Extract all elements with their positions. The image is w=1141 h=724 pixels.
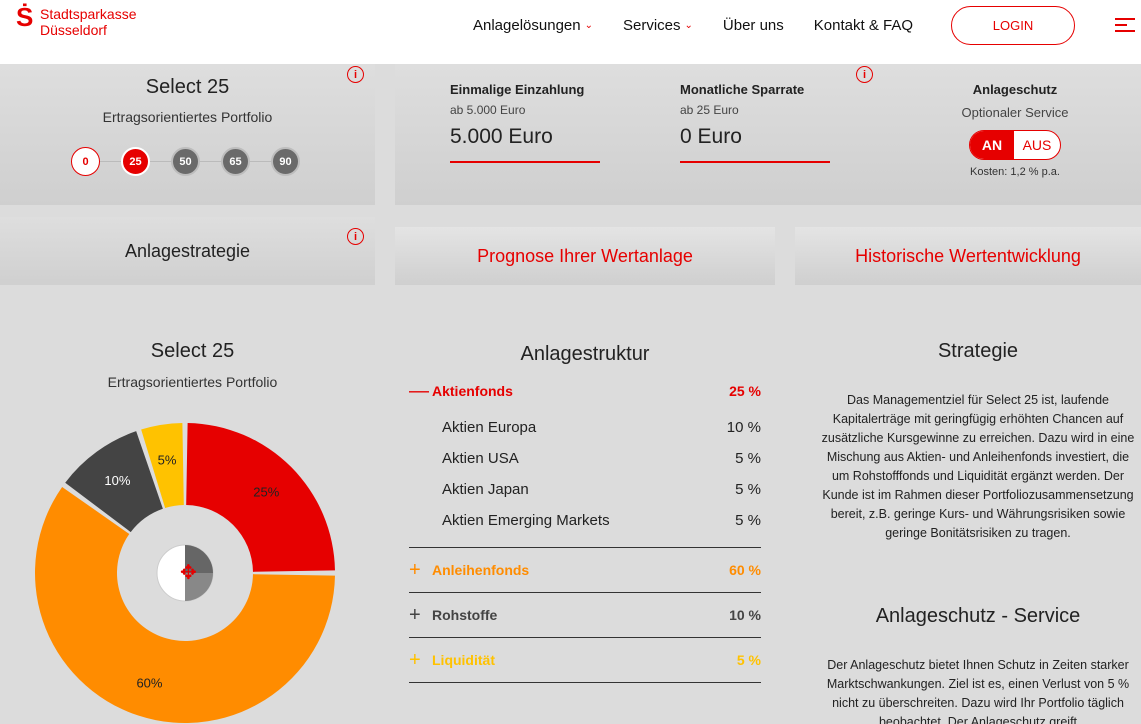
nav-item-anlageloesungen[interactable]: Anlagelösungen ⌄ [473,17,593,34]
cursor-icon: ✥ [180,560,197,584]
donut-slice[interactable] [65,431,163,533]
expand-icon: + [409,559,421,581]
slice-label: 10% [104,473,130,488]
category-anleihenfonds[interactable]: + Anleihenfonds 60 % [409,559,761,581]
donut-slice[interactable] [34,486,335,723]
expand-icon: + [409,649,421,671]
toggle-on[interactable]: AN [970,131,1014,159]
step-0[interactable]: 0 [71,147,100,176]
chevron-down-icon: ⌄ [584,20,593,31]
protection-service-text: Der Anlageschutz bietet Ihnen Schutz in … [826,658,1130,724]
step-25[interactable]: 25 [121,147,150,176]
login-button[interactable]: LOGIN [951,6,1075,45]
nav-item-kontakt-faq[interactable]: Kontakt & FAQ [813,17,913,34]
info-icon[interactable]: i [347,66,364,83]
chart-subtitle: Ertragsorientiertes Portfolio [107,374,278,390]
toggle-off[interactable]: AUS [1022,137,1052,153]
list-item: Aktien Europa 10 % [442,419,761,436]
protection-cost: Kosten: 1,2 % p.a. [970,166,1060,178]
expand-icon: + [409,604,421,626]
sparkasse-logo-icon: Ṡ [16,2,34,32]
logo[interactable]: Ṡ Stadtsparkasse Düsseldorf [16,2,137,38]
strategy-title: Strategie [937,340,1019,362]
slice-label: 25% [253,485,279,500]
category-rohstoffe[interactable]: + Rohstoffe 10 % [409,604,761,626]
menu-icon[interactable] [1115,18,1135,36]
investment-input-panel: Einmalige Einzahlung ab 5.000 Euro 5.000… [395,64,1141,205]
main-nav: Anlagelösungen ⌄ Services ⌄ Über uns Konta… [473,17,943,34]
portfolio-subtitle: Ertragsorientiertes Portfolio [102,109,273,125]
monthly-rate-input[interactable]: 0 Euro [680,125,742,148]
list-item: Aktien USA 5 % [442,450,761,467]
chevron-down-icon: ⌄ [684,20,693,31]
chart-title: Select 25 [150,340,235,362]
site-header: Ṡ Stadtsparkasse Düsseldorf Anlagelösung… [0,0,1141,64]
protection-block: Anlageschutz Optionaler Service AN AUS K… [935,82,1095,178]
strategy-text: Das Managementziel für Select 25 ist, la… [821,393,1135,540]
allocation-donut-chart: 25% 60% 10% 5% ✥ [34,423,335,723]
step-65[interactable]: 65 [221,147,250,176]
donut-slice[interactable] [141,423,184,508]
logo-line1: Stadtsparkasse [40,6,137,22]
single-deposit-field: Einmalige Einzahlung ab 5.000 Euro 5.000… [450,82,600,163]
donut-slice[interactable] [186,423,335,572]
info-icon[interactable]: i [856,66,873,83]
main-content: Select 25 Ertragsorientiertes Portfolio … [0,285,1141,724]
info-icon[interactable]: i [347,228,364,245]
protection-toggle[interactable]: AN AUS [969,130,1061,160]
strategy-tab-panel[interactable]: Anlagestrategie i [0,217,375,287]
protection-service-title: Anlageschutz - Service [875,605,1081,627]
category-liquiditaet[interactable]: + Liquidität 5 % [409,649,761,671]
list-item: Aktien Japan 5 % [442,481,761,498]
portfolio-title: Select 25 [145,76,230,98]
slice-label: 60% [136,675,162,690]
strategy-panel-title: Anlagestrategie [124,241,251,261]
collapse-icon: — [409,380,429,402]
structure-title: Anlagestruktur [520,343,650,365]
nav-item-services[interactable]: Services ⌄ [622,17,693,34]
tab-forecast[interactable]: Prognose Ihrer Wertanlage [395,227,775,285]
single-deposit-input[interactable]: 5.000 Euro [450,125,553,148]
slice-label: 5% [158,452,177,467]
step-50[interactable]: 50 [171,147,200,176]
nav-item-ueber-uns[interactable]: Über uns [722,17,784,34]
logo-line2: Düsseldorf [40,22,107,38]
category-aktienfonds[interactable]: — Aktienfonds 25 % [409,380,761,402]
step-90[interactable]: 90 [271,147,300,176]
risk-step-selector: 0 25 50 65 90 [71,147,301,177]
center-icon-segment [185,545,213,573]
portfolio-selector-panel: Select 25 i Ertragsorientiertes Portfoli… [0,64,375,205]
list-item: Aktien Emerging Markets 5 % [442,512,761,529]
monthly-rate-field: Monatliche Sparrate ab 25 Euro 0 Euro [680,82,830,163]
tab-history[interactable]: Historische Wertentwicklung [795,227,1141,285]
